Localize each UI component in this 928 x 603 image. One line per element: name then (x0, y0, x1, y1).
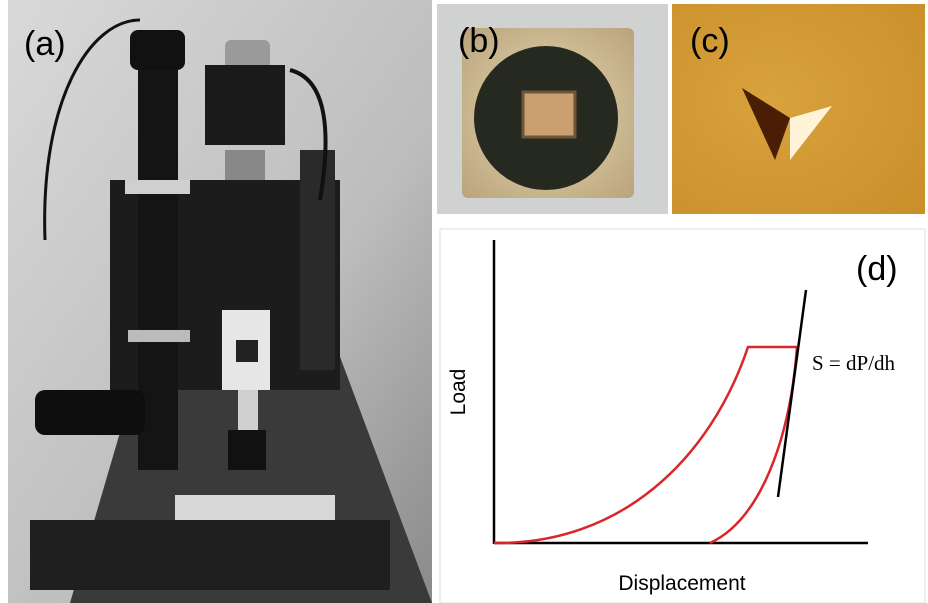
panel-c: (c) (672, 4, 925, 214)
panel-background (440, 229, 925, 603)
panel-label: (c) (690, 22, 730, 60)
panel-label: (b) (458, 22, 500, 60)
indenter-holder (228, 430, 266, 470)
tube-ring (128, 330, 190, 342)
camera-top (130, 30, 185, 70)
panel-b: (b) (437, 4, 668, 214)
stiffness-annotation: S = dP/dh (812, 351, 896, 375)
indenter-shaft (238, 390, 258, 430)
side-camera (35, 390, 145, 435)
figure: (a) (b) (c) S = dP/dh Load Displacement … (0, 0, 928, 603)
sensor-window (236, 340, 258, 362)
coupler (225, 150, 265, 180)
panel-a: (a) (8, 0, 432, 603)
panel-label: (a) (24, 25, 66, 63)
panel-label: (d) (856, 250, 898, 288)
x-axis-label: Displacement (618, 572, 745, 595)
y-axis-label: Load (447, 369, 470, 416)
side-plate (300, 150, 335, 370)
stepper-motor (205, 65, 285, 145)
panel-d: S = dP/dh Load Displacement (d) (440, 229, 925, 603)
xy-stage (30, 520, 390, 590)
tube-ring (125, 180, 190, 194)
sample-chip (523, 92, 575, 137)
